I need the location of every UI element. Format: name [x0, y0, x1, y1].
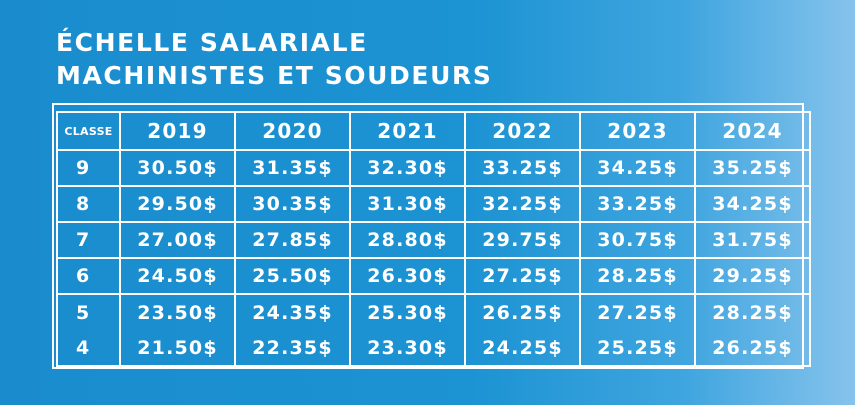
- class-cell: 9: [56, 149, 121, 187]
- header-year: 2020: [234, 111, 351, 151]
- wage-cell: 26.25$: [464, 293, 581, 330]
- wage-cell: 31.30$: [349, 185, 466, 223]
- header-row: CLASSE 2019 2020 2021 2022 2023 2024: [56, 111, 811, 151]
- wage-cell: 35.25$: [694, 149, 811, 187]
- page-title: ÉCHELLE SALARIALE MACHINISTES ET SOUDEUR…: [56, 26, 492, 92]
- wage-cell: 29.25$: [694, 257, 811, 295]
- header-year: 2019: [119, 111, 236, 151]
- wage-cell: 33.25$: [464, 149, 581, 187]
- title-line-2: MACHINISTES ET SOUDEURS: [56, 61, 493, 90]
- wage-cell: 30.75$: [579, 221, 696, 259]
- wage-cell: 29.50$: [119, 185, 236, 223]
- class-cell: 6: [56, 257, 121, 295]
- header-year: 2021: [349, 111, 466, 151]
- wage-cell: 28.25$: [579, 257, 696, 295]
- wage-cell: 27.25$: [579, 293, 696, 330]
- wage-cell: 28.80$: [349, 221, 466, 259]
- salary-table: CLASSE 2019 2020 2021 2022 2023 2024 9 3…: [56, 111, 811, 367]
- wage-cell: 32.30$: [349, 149, 466, 187]
- class-cell: 8: [56, 185, 121, 223]
- wage-cell: 27.85$: [234, 221, 351, 259]
- wage-cell: 30.50$: [119, 149, 236, 187]
- wage-cell: 31.35$: [234, 149, 351, 187]
- table-row: 7 27.00$ 27.85$ 28.80$ 29.75$ 30.75$ 31.…: [56, 221, 811, 259]
- wage-cell: 33.25$: [579, 185, 696, 223]
- wage-cell: 23.50$: [119, 293, 236, 330]
- table-row: 5 23.50$ 24.35$ 25.30$ 26.25$ 27.25$ 28.…: [56, 293, 811, 330]
- table-row: 9 30.50$ 31.35$ 32.30$ 33.25$ 34.25$ 35.…: [56, 149, 811, 187]
- wage-cell: 21.50$: [119, 330, 236, 367]
- wage-cell: 34.25$: [579, 149, 696, 187]
- wage-cell: 31.75$: [694, 221, 811, 259]
- class-cell: 4: [56, 330, 121, 367]
- table-row: 6 24.50$ 25.50$ 26.30$ 27.25$ 28.25$ 29.…: [56, 257, 811, 295]
- wage-cell: 23.30$: [349, 330, 466, 367]
- wage-cell: 24.35$: [234, 293, 351, 330]
- class-cell: 5: [56, 293, 121, 330]
- title-line-1: ÉCHELLE SALARIALE: [56, 28, 368, 57]
- wage-cell: 32.25$: [464, 185, 581, 223]
- wage-cell: 24.50$: [119, 257, 236, 295]
- wage-cell: 24.25$: [464, 330, 581, 367]
- wage-cell: 26.25$: [694, 330, 811, 367]
- wage-cell: 27.00$: [119, 221, 236, 259]
- wage-cell: 30.35$: [234, 185, 351, 223]
- wage-cell: 28.25$: [694, 293, 811, 330]
- wage-cell: 25.30$: [349, 293, 466, 330]
- wage-cell: 26.30$: [349, 257, 466, 295]
- class-cell: 7: [56, 221, 121, 259]
- wage-cell: 25.25$: [579, 330, 696, 367]
- table-row: 4 21.50$ 22.35$ 23.30$ 24.25$ 25.25$ 26.…: [56, 330, 811, 367]
- wage-cell: 29.75$: [464, 221, 581, 259]
- header-year: 2023: [579, 111, 696, 151]
- header-year: 2024: [694, 111, 811, 151]
- header-classe: CLASSE: [56, 111, 121, 151]
- wage-cell: 34.25$: [694, 185, 811, 223]
- wage-cell: 22.35$: [234, 330, 351, 367]
- header-year: 2022: [464, 111, 581, 151]
- table-row: 8 29.50$ 30.35$ 31.30$ 32.25$ 33.25$ 34.…: [56, 185, 811, 223]
- wage-cell: 25.50$: [234, 257, 351, 295]
- wage-cell: 27.25$: [464, 257, 581, 295]
